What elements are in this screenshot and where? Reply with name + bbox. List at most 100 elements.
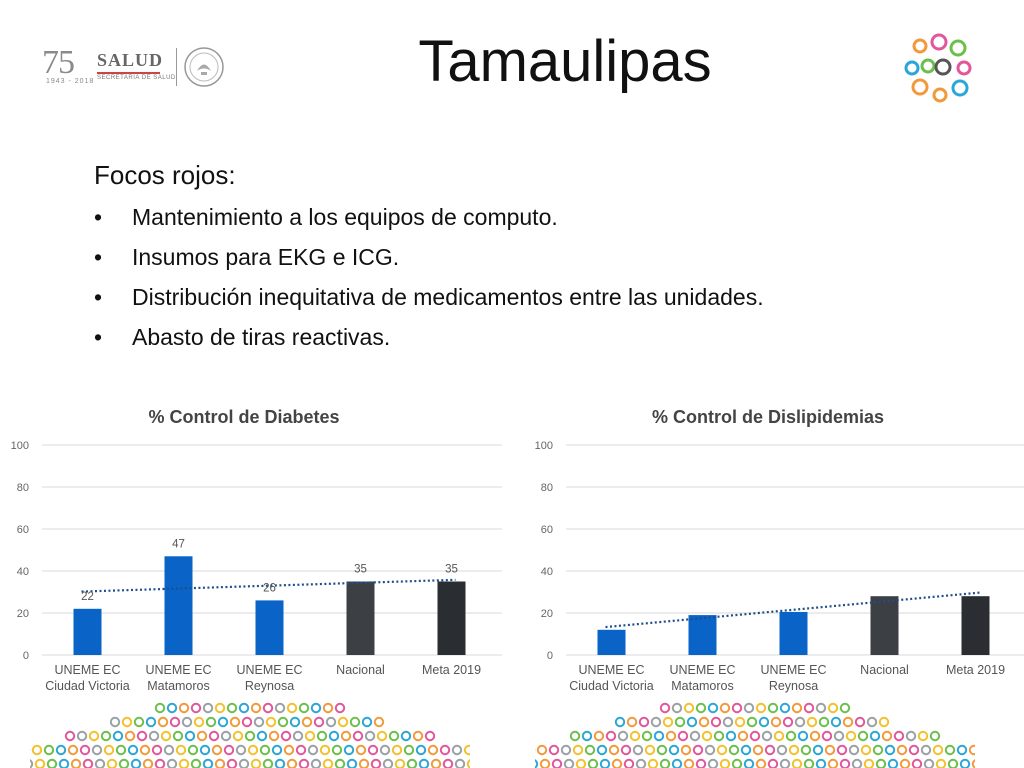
decorative-dot bbox=[620, 744, 632, 756]
decorative-dot bbox=[64, 730, 76, 742]
decorative-dot bbox=[418, 758, 430, 768]
chart-title: % Control de Dislipidemias bbox=[652, 407, 884, 427]
decorative-dot bbox=[211, 744, 223, 756]
logo-rule bbox=[97, 72, 160, 74]
decorative-dot bbox=[818, 716, 830, 728]
bullet-text: Abasto de tiras reactivas. bbox=[132, 324, 391, 350]
decorative-dot bbox=[710, 716, 722, 728]
decorative-dot bbox=[286, 702, 298, 714]
decorative-dot bbox=[91, 744, 103, 756]
decorative-dot bbox=[824, 744, 836, 756]
decorative-dot bbox=[584, 744, 596, 756]
decorative-dot bbox=[728, 744, 740, 756]
decorative-dot bbox=[430, 758, 442, 768]
decorative-dot bbox=[31, 744, 43, 756]
decorative-dot bbox=[187, 744, 199, 756]
decorative-dot bbox=[581, 730, 593, 742]
decorative-dot bbox=[274, 702, 286, 714]
decorative-dot bbox=[623, 758, 635, 768]
decorative-dot bbox=[569, 730, 581, 742]
bar bbox=[437, 581, 466, 655]
decorative-dot bbox=[719, 758, 731, 768]
decorative-dot bbox=[250, 702, 262, 714]
decorative-dot bbox=[439, 744, 451, 756]
decorative-dot bbox=[779, 758, 791, 768]
decorative-dot bbox=[178, 758, 190, 768]
decorative-dot bbox=[767, 702, 779, 714]
x-tick-label: Nacional bbox=[860, 663, 909, 677]
decorative-dot bbox=[226, 702, 238, 714]
x-tick-label: Nacional bbox=[336, 663, 385, 677]
decorative-dot bbox=[316, 730, 328, 742]
page-title: Tamaulipas bbox=[418, 29, 712, 94]
decorative-dot bbox=[626, 716, 638, 728]
decorative-dot bbox=[671, 758, 683, 768]
decorative-dot bbox=[184, 730, 196, 742]
decorative-dot bbox=[971, 759, 975, 768]
decorative-dot bbox=[238, 702, 250, 714]
decorative-dot bbox=[833, 730, 845, 742]
decorative-dot bbox=[761, 730, 773, 742]
decorative-dot bbox=[334, 758, 346, 768]
decorative-dot bbox=[791, 702, 803, 714]
decorative-dot bbox=[797, 730, 809, 742]
decorative-dot-pattern bbox=[535, 702, 975, 768]
decorative-dot bbox=[809, 730, 821, 742]
decorative-dot bbox=[412, 730, 424, 742]
decorative-dot bbox=[773, 730, 785, 742]
bar bbox=[961, 596, 990, 655]
decorative-dot bbox=[55, 744, 67, 756]
x-tick-label: UNEME EC Ciudad Victoria bbox=[569, 663, 654, 693]
decorative-dot bbox=[866, 716, 878, 728]
data-label: 22 bbox=[81, 591, 94, 603]
decorative-dot bbox=[190, 758, 202, 768]
decorative-dot bbox=[160, 730, 172, 742]
decorative-dot bbox=[698, 716, 710, 728]
bar bbox=[597, 629, 626, 655]
decorative-dot bbox=[394, 758, 406, 768]
decorative-dot bbox=[121, 716, 133, 728]
decorative-dot bbox=[935, 758, 947, 768]
decorative-dot bbox=[830, 716, 842, 728]
y-tick-label: 20 bbox=[17, 608, 29, 620]
salud-logo: 75 1943 - 2018 SALUD SECRETARÍA DE SALUD bbox=[42, 44, 227, 90]
decorative-dot bbox=[157, 716, 169, 728]
decorative-dot bbox=[539, 758, 551, 768]
decorative-dot bbox=[968, 744, 975, 756]
y-tick-label: 0 bbox=[23, 650, 29, 662]
data-label: 47 bbox=[172, 538, 185, 550]
decorative-dot bbox=[923, 758, 935, 768]
decorative-dot bbox=[253, 716, 265, 728]
decorative-dot bbox=[815, 758, 827, 768]
decorative-dot bbox=[43, 744, 55, 756]
decorative-dot bbox=[103, 744, 115, 756]
list-item: • Insumos para EKG e ICG. bbox=[94, 240, 764, 280]
decorative-dot bbox=[202, 702, 214, 714]
bar bbox=[688, 615, 717, 655]
decorative-dot bbox=[875, 758, 887, 768]
decorative-dot bbox=[608, 744, 620, 756]
decorative-dot bbox=[79, 744, 91, 756]
decorative-dot bbox=[346, 758, 358, 768]
x-tick-label: Meta 2019 bbox=[422, 663, 481, 677]
decorative-dot bbox=[737, 730, 749, 742]
decorative-dot bbox=[289, 716, 301, 728]
decorative-dot bbox=[247, 744, 259, 756]
decorative-dot bbox=[692, 744, 704, 756]
decorative-dot bbox=[662, 716, 674, 728]
decorative-dot bbox=[815, 702, 827, 714]
decorative-dot bbox=[755, 758, 767, 768]
decorative-dot bbox=[752, 744, 764, 756]
decorative-dot bbox=[827, 758, 839, 768]
focos-rojos-list: • Mantenimiento a los equipos de computo.… bbox=[94, 200, 764, 360]
decorative-dot bbox=[454, 758, 466, 768]
decorative-dot bbox=[794, 716, 806, 728]
decorative-dot bbox=[190, 702, 202, 714]
decorative-dot bbox=[686, 716, 698, 728]
decorative-dot bbox=[406, 758, 418, 768]
decorative-dot bbox=[334, 702, 346, 714]
decorative-dot bbox=[319, 744, 331, 756]
decorative-dot bbox=[220, 730, 232, 742]
decorative-dot bbox=[442, 758, 454, 768]
decorative-dot bbox=[920, 744, 932, 756]
